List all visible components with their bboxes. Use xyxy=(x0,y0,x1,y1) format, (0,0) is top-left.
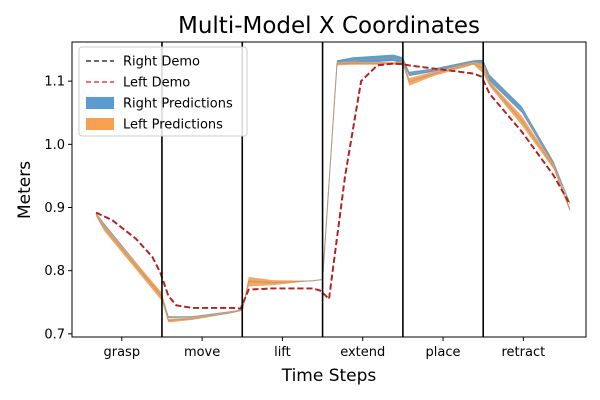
y-tick-label: 0.8 xyxy=(44,264,65,279)
legend-label: Left Demo xyxy=(123,76,190,91)
x-axis-label: Time Steps xyxy=(281,366,377,386)
y-tick-label: 1.0 xyxy=(44,138,65,153)
x-tick-label-lift: lift xyxy=(274,345,291,360)
legend-box xyxy=(78,46,248,137)
legend-label: Left Predictions xyxy=(123,118,223,133)
legend-label: Right Predictions xyxy=(123,97,233,112)
y-tick-label: 0.9 xyxy=(44,201,65,216)
band-mean-left-predictions xyxy=(95,62,571,322)
x-axis-phase-labels: grasp move lift extend place retract xyxy=(103,337,545,360)
x-tick-label-extend: extend xyxy=(340,345,385,360)
y-tick-label: 0.7 xyxy=(44,327,65,342)
x-tick-label-place: place xyxy=(426,345,461,360)
x-tick-label-move: move xyxy=(184,345,220,360)
y-axis-label: Meters xyxy=(15,161,35,219)
y-axis-ticks: 0.7 0.8 0.9 1.0 1.1 xyxy=(44,75,72,342)
legend: Right Demo Left Demo Right Predictions Left… xyxy=(78,46,248,137)
line-left-demo xyxy=(95,62,571,310)
plot-frame xyxy=(71,41,587,338)
chart-title: Multi-Model X Coordinates xyxy=(178,13,480,39)
x-tick-label-grasp: grasp xyxy=(103,345,140,360)
demo-lines xyxy=(95,62,571,310)
y-tick-label: 1.1 xyxy=(44,75,65,90)
legend-swatch xyxy=(86,118,114,130)
legend-swatch xyxy=(86,97,114,109)
prediction-bands xyxy=(95,54,571,323)
x-tick-label-retract: retract xyxy=(501,345,545,360)
legend-label: Right Demo xyxy=(123,55,200,70)
